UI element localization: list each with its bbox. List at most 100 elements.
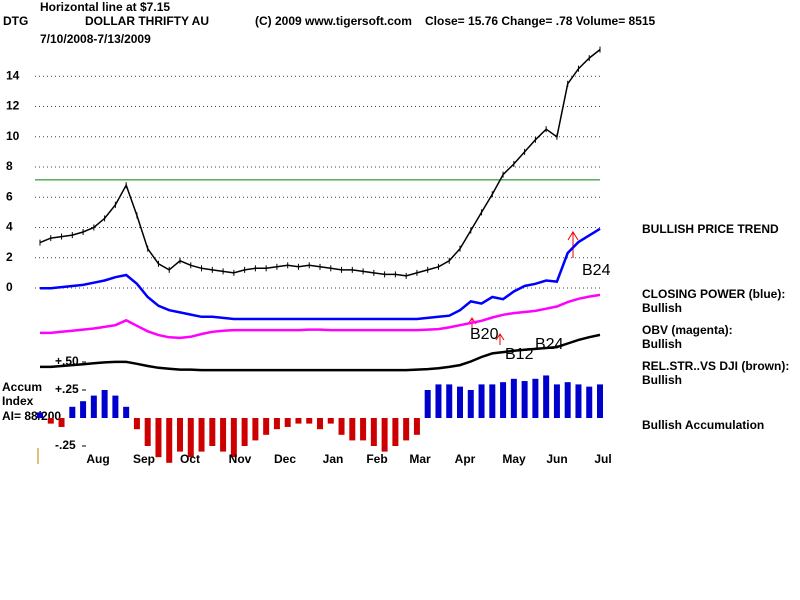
accum-bar [177, 418, 183, 452]
indicator-name: OBV (magenta): [642, 323, 733, 337]
price-status: BULLISH PRICE TREND [642, 222, 779, 236]
accum-label: Index [2, 394, 34, 408]
accum-bar [349, 418, 356, 441]
accum-bar [500, 382, 507, 418]
y-tick-label: -.25 [55, 438, 76, 452]
indicator-line [40, 293, 601, 340]
quote: Close= 15.76 Change= .78 Volume= 8515 [425, 14, 656, 28]
accum-bar [532, 378, 539, 418]
accum-status: Bullish Accumulation [642, 418, 764, 432]
accum-bar [80, 401, 87, 418]
x-tick-label: Jul [594, 452, 611, 466]
x-tick-label: Oct [180, 452, 200, 466]
accum-bar [209, 418, 216, 446]
symbol: DTG [3, 14, 28, 28]
accum-label: Accum [2, 380, 42, 394]
accum-bar [510, 378, 517, 418]
x-tick-label: May [502, 452, 526, 466]
accum-bar [553, 384, 560, 418]
accum-bar [112, 395, 119, 418]
accum-bar [521, 381, 528, 418]
accum-bar [478, 384, 485, 418]
accum-bar [413, 418, 420, 435]
accum-bar [360, 418, 367, 441]
date-range: 7/10/2008-7/13/2009 [40, 32, 151, 46]
accum-bar [446, 384, 453, 418]
accum-bar [575, 384, 582, 418]
accum-bar [69, 406, 76, 418]
indicator-status: Bullish [642, 337, 682, 351]
y-tick-label: +.25 [55, 382, 79, 396]
accum-bar [252, 418, 259, 441]
accum-bar [564, 382, 571, 418]
arrow [495, 333, 505, 345]
indicator-name: CLOSING POWER (blue): [642, 287, 785, 301]
accum-bar [101, 390, 108, 418]
accum-bar [230, 418, 237, 458]
indicator-name: REL.STR..VS DJI (brown): [642, 359, 789, 373]
y-tick-label: 0 [6, 280, 13, 294]
accum-bar [155, 418, 162, 458]
accum-bar [586, 386, 593, 418]
x-tick-label: Jan [323, 452, 344, 466]
copyright: (C) 2009 www.tigersoft.com [255, 14, 412, 28]
signal-label: B24 [582, 262, 611, 279]
accum-bar [273, 418, 280, 430]
accum-bar [241, 418, 248, 446]
company-name: DOLLAR THRIFTY AU [85, 14, 209, 28]
indicator-status: Bullish [642, 301, 682, 315]
x-tick-label: Feb [366, 452, 387, 466]
accum-bar [392, 418, 399, 446]
accum-bar [327, 418, 334, 424]
indicator-status: Bullish [642, 373, 682, 387]
y-tick-label: 2 [6, 250, 13, 264]
y-tick-label: 14 [6, 68, 20, 82]
y-tick-label: 6 [6, 189, 13, 203]
accum-bar [295, 418, 302, 424]
x-tick-label: Nov [229, 452, 252, 466]
accum-bar [263, 418, 270, 435]
x-tick-label: Aug [86, 452, 109, 466]
accum-bar [489, 384, 496, 418]
accum-bar [317, 418, 323, 430]
accum-bar [424, 390, 431, 418]
accum-bar [123, 406, 130, 418]
hline-label: Horizontal line at $7.15 [40, 0, 170, 14]
accum-bar [403, 418, 410, 441]
accum-bar [457, 386, 463, 418]
x-tick-label: Mar [409, 452, 431, 466]
accum-bar [370, 418, 377, 446]
accum-bar [187, 418, 194, 458]
x-tick-label: Apr [455, 452, 476, 466]
indicator-line [40, 333, 601, 372]
arrow [567, 231, 579, 258]
accum-bar [338, 418, 345, 435]
accum-bar [166, 418, 173, 463]
signal-label: B20 [470, 326, 499, 343]
y-tick-label: 8 [6, 159, 13, 173]
accum-bar [90, 395, 97, 418]
x-tick-label: Jun [546, 452, 567, 466]
accum-bar [198, 418, 205, 452]
accum-bar [133, 418, 140, 430]
signal-label: B12 [505, 346, 534, 363]
accum-reading: AI= 88/200 [2, 409, 61, 423]
y-tick-label: 10 [6, 129, 20, 143]
signal-label: B24 [535, 336, 564, 353]
y-tick-label: 4 [6, 220, 13, 234]
x-tick-label: Dec [274, 452, 296, 466]
x-tick-label: Sep [133, 452, 155, 466]
accum-bar [220, 418, 227, 452]
accum-bar [381, 418, 388, 452]
y-tick-label: +.50 [55, 354, 79, 368]
accum-bar [284, 418, 291, 427]
accum-bar [597, 384, 603, 418]
accum-bar [467, 390, 474, 418]
accum-bar [47, 418, 54, 424]
accum-bar [37, 412, 43, 418]
accum-bar [144, 418, 151, 446]
accum-bar [435, 384, 442, 418]
indicator-line [40, 227, 601, 321]
